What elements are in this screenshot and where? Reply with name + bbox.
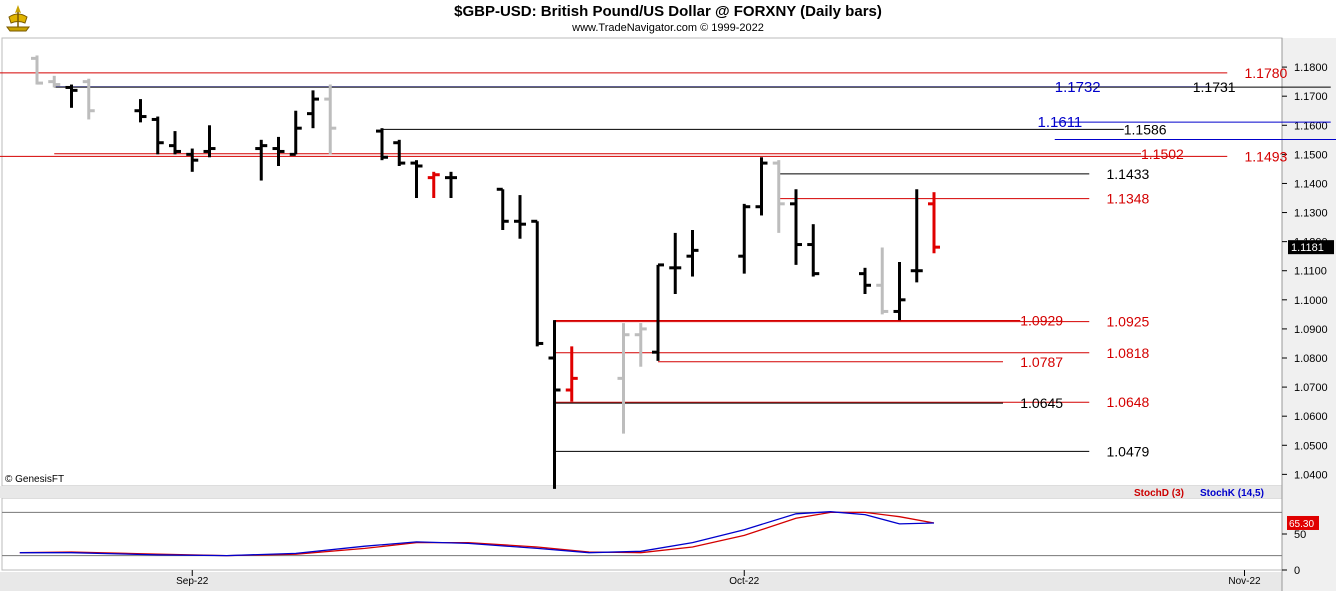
copyright-text: © GenesisFT: [5, 474, 65, 485]
level-label: 1.0479: [1107, 443, 1150, 459]
panel-separator: [0, 486, 1282, 498]
legend-stochk: StochK (14,5): [1200, 488, 1264, 499]
price-panel-frame: [1, 37, 1283, 487]
level-label: 1.0645: [1020, 395, 1063, 411]
level-label: 1.1586: [1124, 121, 1167, 137]
level-label: 1.1348: [1107, 191, 1150, 207]
level-label: 1.1611: [1038, 114, 1083, 131]
price-y-tick-label: 1.0800: [1294, 353, 1328, 365]
price-y-tick-label: 1.1400: [1294, 178, 1328, 190]
x-tick-label: Nov-22: [1228, 576, 1261, 587]
stoch-line: [19, 511, 935, 557]
level-label: 1.1493: [1245, 148, 1288, 164]
price-y-tick-label: 1.0600: [1294, 411, 1328, 423]
x-tick-label: Oct-22: [729, 576, 759, 587]
level-label: 1.0929: [1020, 312, 1063, 328]
price-y-tick-label: 1.0400: [1294, 469, 1328, 481]
price-y-tick-label: 1.1700: [1294, 91, 1328, 103]
level-label: 1.0787: [1020, 354, 1063, 370]
last-price-badge: [1288, 240, 1334, 255]
last-price-label: 1.1181: [1291, 242, 1324, 254]
stoch-last-label: 65.30: [1289, 519, 1314, 530]
level-label: 1.1731: [1193, 79, 1236, 95]
x-axis-band: [0, 572, 1282, 591]
price-y-tick-label: 1.1600: [1294, 120, 1328, 132]
price-y-tick-label: 1.1800: [1294, 62, 1328, 74]
price-y-tick-label: 1.1300: [1294, 208, 1328, 220]
trade-navigator-logo-icon: [6, 5, 30, 32]
stoch-line: [19, 511, 935, 557]
price-y-tick-label: 1.1100: [1294, 266, 1327, 278]
level-label: 1.0648: [1107, 394, 1150, 410]
price-y-tick-label: 1.0900: [1294, 324, 1328, 336]
level-label: 1.0925: [1107, 314, 1150, 330]
stoch-y-tick-label: 50: [1294, 529, 1306, 541]
level-label: 1.1502: [1141, 146, 1184, 162]
level-label: 1.1433: [1107, 166, 1150, 182]
level-label: 1.0818: [1107, 345, 1150, 361]
chart-subtitle: www.TradeNavigator.com © 1999-2022: [572, 22, 764, 34]
stoch-y-tick-label: 0: [1294, 565, 1300, 577]
chart-title: $GBP-USD: British Pound/US Dollar @ FORX…: [454, 3, 882, 20]
price-y-tick-label: 1.1500: [1294, 149, 1328, 161]
y-axis-band: [1282, 38, 1336, 591]
legend-stochd: StochD (3): [1134, 488, 1184, 499]
stoch-panel-frame: [1, 497, 1283, 571]
x-tick-label: Sep-22: [176, 576, 209, 587]
level-label: 1.1780: [1245, 65, 1288, 81]
stoch-last-badge: [1287, 515, 1319, 530]
price-y-tick-label: 1.0500: [1294, 440, 1328, 452]
price-y-tick-label: 1.0700: [1294, 382, 1328, 394]
price-y-tick-label: 1.1000: [1294, 295, 1328, 307]
